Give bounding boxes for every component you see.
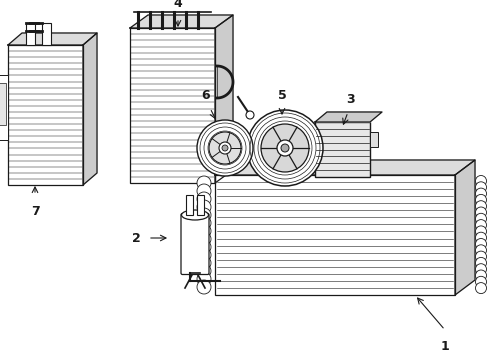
- Circle shape: [475, 238, 487, 249]
- Circle shape: [197, 184, 211, 198]
- Circle shape: [222, 145, 228, 151]
- Circle shape: [475, 276, 487, 287]
- Circle shape: [247, 110, 323, 186]
- Circle shape: [475, 220, 487, 231]
- Bar: [0, 75, 8, 140]
- Circle shape: [475, 201, 487, 212]
- Polygon shape: [83, 33, 97, 185]
- Bar: [197, 195, 204, 215]
- Circle shape: [475, 264, 487, 275]
- Bar: [8, 45, 83, 185]
- Circle shape: [197, 240, 211, 254]
- Polygon shape: [315, 112, 382, 122]
- Polygon shape: [215, 15, 233, 183]
- Ellipse shape: [181, 210, 209, 220]
- Circle shape: [475, 213, 487, 224]
- Circle shape: [197, 120, 253, 176]
- Text: 7: 7: [31, 205, 39, 218]
- Bar: [130, 28, 215, 183]
- Circle shape: [475, 251, 487, 262]
- Circle shape: [475, 207, 487, 218]
- Circle shape: [475, 245, 487, 256]
- Circle shape: [197, 232, 211, 246]
- Circle shape: [475, 188, 487, 199]
- FancyBboxPatch shape: [181, 213, 209, 274]
- Circle shape: [197, 208, 211, 222]
- Text: 5: 5: [278, 89, 286, 102]
- Circle shape: [197, 200, 211, 214]
- Circle shape: [475, 283, 487, 294]
- Circle shape: [197, 256, 211, 270]
- Circle shape: [475, 232, 487, 243]
- Circle shape: [197, 216, 211, 230]
- Circle shape: [197, 224, 211, 238]
- Text: 4: 4: [173, 0, 182, 10]
- Bar: [42, 23, 51, 45]
- Text: 3: 3: [345, 93, 354, 106]
- Circle shape: [197, 272, 211, 286]
- Circle shape: [246, 111, 254, 119]
- Bar: [370, 132, 378, 147]
- Circle shape: [475, 226, 487, 237]
- Bar: [26, 23, 35, 45]
- Circle shape: [277, 140, 293, 156]
- Bar: [215, 175, 455, 295]
- Circle shape: [209, 132, 241, 164]
- Circle shape: [197, 248, 211, 262]
- Circle shape: [475, 194, 487, 206]
- Circle shape: [261, 124, 309, 172]
- Text: 1: 1: [441, 340, 449, 353]
- Bar: [315, 122, 370, 177]
- Text: 6: 6: [202, 89, 210, 102]
- Circle shape: [475, 182, 487, 193]
- Circle shape: [197, 176, 211, 190]
- Circle shape: [197, 264, 211, 278]
- Polygon shape: [8, 33, 97, 45]
- Circle shape: [475, 270, 487, 281]
- Polygon shape: [130, 15, 233, 28]
- Circle shape: [219, 142, 231, 154]
- Circle shape: [281, 144, 289, 152]
- Circle shape: [197, 192, 211, 206]
- Polygon shape: [455, 160, 475, 295]
- Bar: [186, 195, 193, 215]
- Circle shape: [475, 175, 487, 186]
- Polygon shape: [215, 160, 475, 175]
- Bar: [0, 83, 6, 125]
- Text: 2: 2: [132, 231, 140, 244]
- Circle shape: [197, 280, 211, 294]
- Circle shape: [475, 257, 487, 269]
